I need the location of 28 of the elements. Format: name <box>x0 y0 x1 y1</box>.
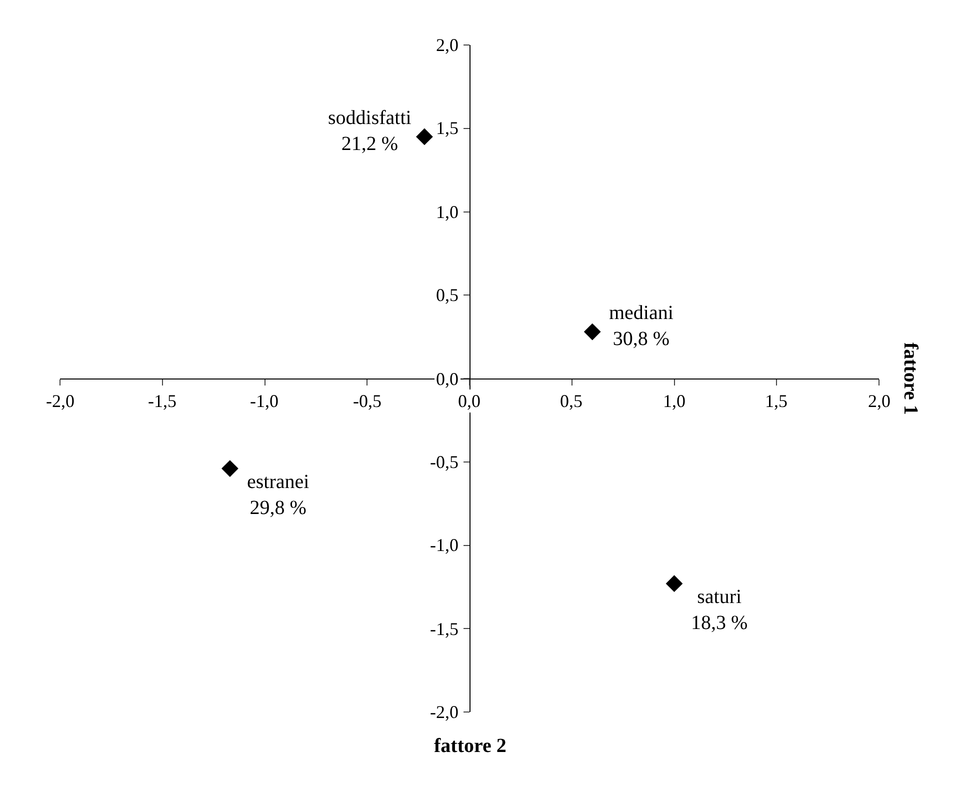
y-tick-label: -0,5 <box>430 452 458 472</box>
x-tick-label: 1,5 <box>765 391 788 411</box>
x-tick-label: -1,5 <box>148 391 176 411</box>
point <box>584 323 601 340</box>
x-tick-label: -0,5 <box>353 391 382 411</box>
y-tick-label: 0,5 <box>436 285 458 305</box>
annotation: mediani 30,8 % <box>609 302 674 350</box>
annotation: soddisfatti 21,2 % <box>328 107 412 155</box>
y-tick-label: 2,0 <box>436 35 458 55</box>
y-tick-label: 1,5 <box>436 118 458 138</box>
y-tick-label: -1,0 <box>430 535 458 555</box>
y-tick-label: 0,0 <box>436 369 458 389</box>
x-tick-label: 2,0 <box>868 391 890 411</box>
point <box>666 575 683 592</box>
annotation: estranei 29,8 % <box>247 471 310 519</box>
point <box>416 128 433 146</box>
x-tick-label: 1,0 <box>663 391 686 411</box>
x-tick-label: -1,0 <box>250 391 278 411</box>
x-tick-label: -2,0 <box>46 391 74 411</box>
text: fattore 1 <box>900 342 922 415</box>
annotation: saturi 18,3 % <box>691 586 748 634</box>
x-tick-label: 0,0 <box>458 391 480 411</box>
x-tick-label: 0,5 <box>560 391 582 411</box>
y-tick-label: -1,5 <box>430 619 458 639</box>
y-tick-label: 1,0 <box>436 202 458 222</box>
y-tick-label: -2,0 <box>430 702 458 722</box>
point <box>221 460 238 477</box>
text: fattore 2 <box>434 735 506 757</box>
